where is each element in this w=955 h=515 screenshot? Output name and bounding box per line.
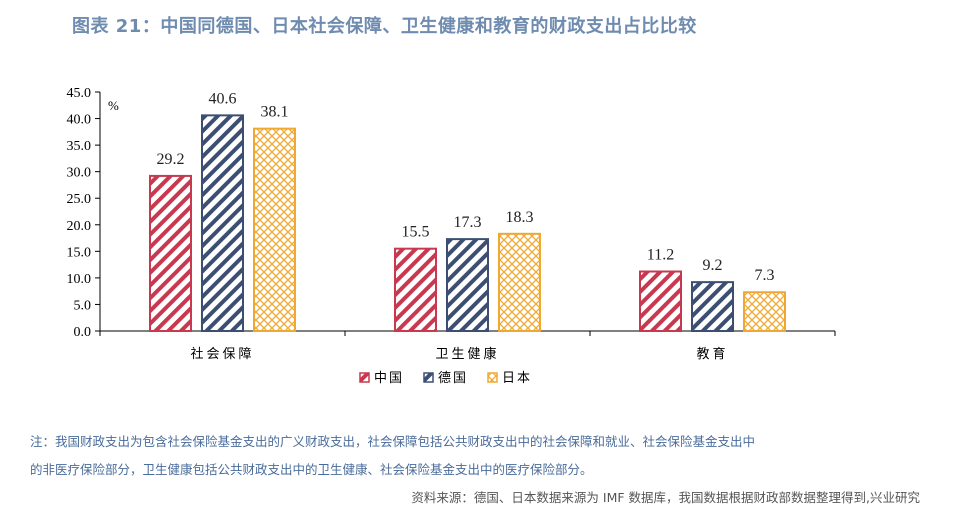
x-tick-label: 社会保障 — [190, 346, 254, 362]
data-label: 29.2 — [157, 151, 185, 168]
legend-label: 德国 — [438, 371, 468, 386]
data-label: 18.3 — [506, 209, 534, 226]
legend-swatch-德国 — [423, 372, 434, 383]
footnote-line-2: 的非医疗保险部分，卫生健康包括公共财政支出中的卫生健康、社会保险基金支出中的医疗… — [30, 462, 593, 477]
source-note: 资料来源：德国、日本数据来源为 IMF 数据库，我国数据根据财政部数据整理得到,… — [411, 490, 920, 505]
bar-日本-社会保障 — [253, 127, 296, 332]
data-label: 11.2 — [647, 247, 674, 264]
bar-德国-社会保障 — [201, 114, 244, 332]
y-tick-label: 45.0 — [67, 86, 92, 101]
y-tick-label: 35.0 — [67, 139, 92, 154]
legend-swatch-日本 — [487, 372, 498, 383]
bar-德国-教育 — [691, 281, 734, 333]
y-tick-label: 30.0 — [67, 166, 92, 181]
y-tick-label: 5.0 — [74, 298, 92, 313]
data-label: 7.3 — [755, 267, 775, 284]
y-unit-label: % — [108, 98, 119, 113]
x-tick-label: 教育 — [696, 346, 728, 362]
y-tick-label: 40.0 — [67, 113, 92, 128]
legend-label: 日本 — [502, 371, 532, 386]
footnote-line-1: 注：我国财政支出为包含社会保险基金支出的广义财政支出，社会保障包括公共财政支出中… — [30, 434, 756, 449]
y-tick-label: 10.0 — [67, 272, 92, 287]
bar-德国-卫生健康 — [446, 238, 489, 333]
bar-中国-教育 — [639, 270, 682, 333]
bar-日本-卫生健康 — [498, 232, 541, 333]
legend-swatch-中国 — [359, 372, 370, 383]
data-label: 9.2 — [703, 257, 723, 274]
bar-chart: 0.0 5.0 10.0 15.0 20.0 25.0 30.0 35.0 40.0 45.0% 社… — [67, 86, 836, 386]
bar-日本-教育 — [743, 291, 786, 332]
bar-中国-社会保障 — [149, 174, 192, 332]
bar-中国-卫生健康 — [394, 247, 437, 332]
data-label: 38.1 — [261, 104, 289, 121]
data-label: 15.5 — [402, 224, 430, 241]
x-tick-label: 卫生健康 — [435, 346, 499, 362]
legend-label: 中国 — [374, 371, 404, 386]
data-label: 40.6 — [209, 90, 237, 107]
y-tick-label: 20.0 — [67, 219, 92, 234]
data-label: 17.3 — [454, 214, 482, 231]
y-tick-label: 25.0 — [67, 192, 92, 207]
y-tick-label: 0.0 — [74, 325, 92, 340]
y-tick-label: 15.0 — [67, 245, 92, 260]
chart-title: 图表 21：中国同德国、日本社会保障、卫生健康和教育的财政支出占比比较 — [72, 16, 697, 37]
